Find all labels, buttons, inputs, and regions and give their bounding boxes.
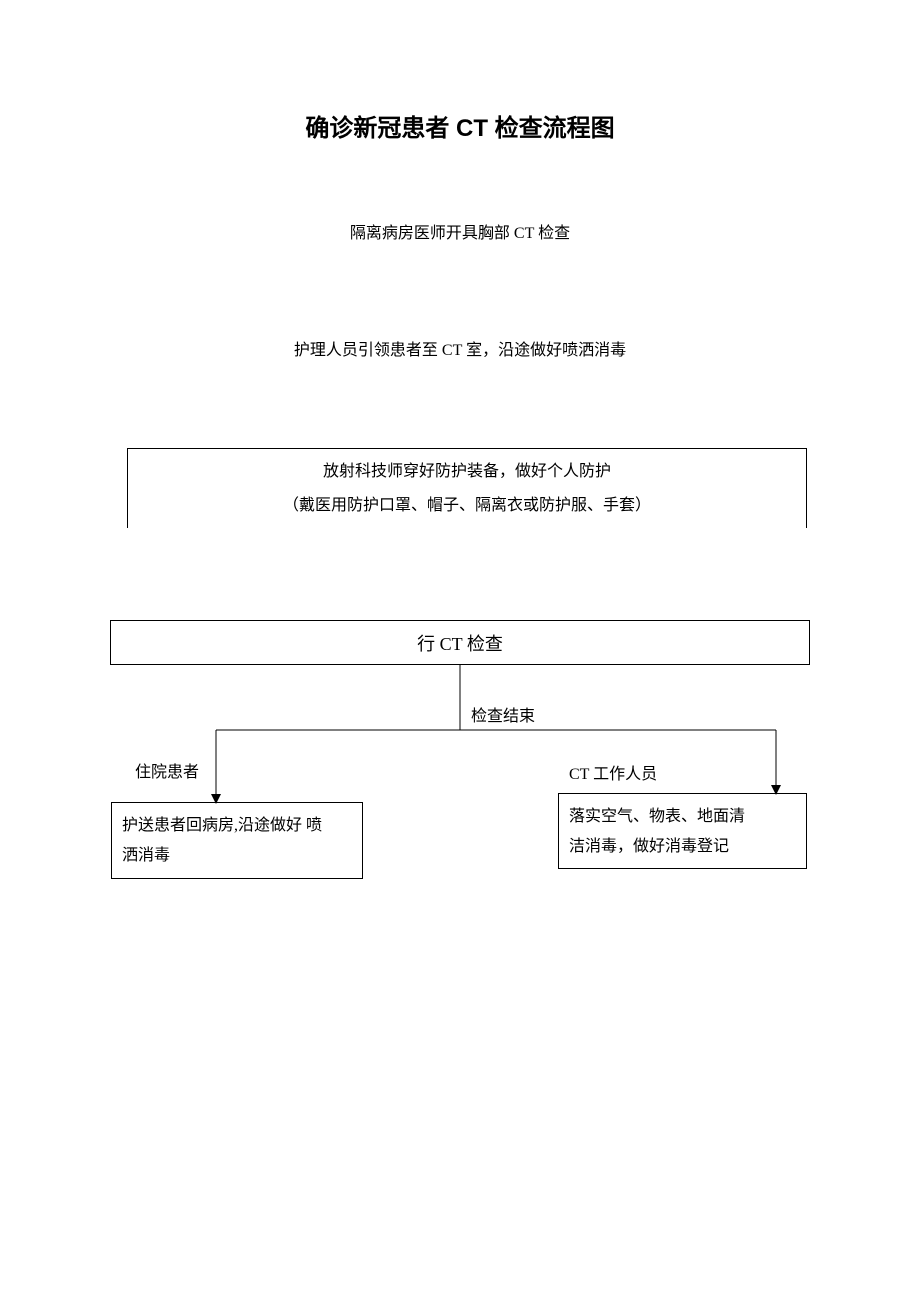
- left-result-box: 护送患者回病房,沿途做好 喷 洒消毒: [111, 802, 363, 879]
- left-box-line-1: 护送患者回病房,沿途做好 喷: [122, 811, 322, 841]
- edge-label-right-text: CT 工作人员: [569, 766, 657, 783]
- edge-label-left: 住院患者: [135, 758, 199, 782]
- right-box-line-2: 洁消毒，做好消毒登记: [569, 832, 729, 862]
- right-result-box: 落实空气、物表、地面清 洁消毒，做好消毒登记: [558, 793, 807, 869]
- right-box-line-1: 落实空气、物表、地面清: [569, 802, 745, 832]
- edge-label-left-text: 住院患者: [135, 764, 199, 781]
- left-box-line-2: 洒消毒: [122, 841, 170, 871]
- edge-label-center: 检查结束: [471, 702, 535, 726]
- edge-label-center-text: 检查结束: [471, 708, 535, 725]
- edge-label-right: CT 工作人员: [569, 760, 657, 784]
